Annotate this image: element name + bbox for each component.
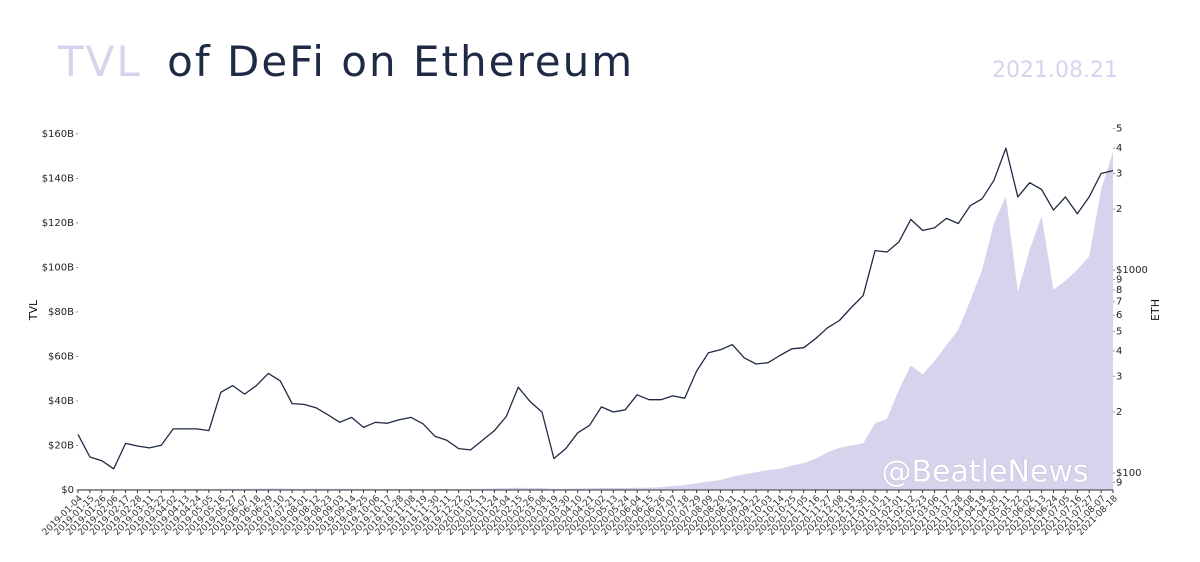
y2-tick-label: 4	[1116, 346, 1122, 357]
title-text: of DeFi on Ethereum	[167, 37, 634, 86]
y2-tick-label: 4	[1116, 143, 1122, 154]
y-tick-label: $20B	[48, 440, 74, 451]
y-tick-label: $80B	[48, 307, 74, 318]
y2-tick-label: 2	[1116, 204, 1122, 215]
y-tick-label: $120B	[42, 218, 74, 229]
eth-line	[77, 147, 1114, 470]
y2-tick-label: 3	[1116, 371, 1122, 382]
plot-area	[77, 147, 1114, 490]
y-tick-label: $0	[61, 485, 74, 496]
y-tick-label: $60B	[48, 351, 74, 362]
watermark: @BeatleNews	[881, 455, 1088, 490]
title-highlight: TVL	[57, 37, 142, 86]
y-tick-label: $140B	[42, 173, 74, 184]
y2-tick-label: 5	[1116, 123, 1122, 134]
y2-tick-label: 9	[1116, 477, 1122, 488]
y2-tick-label: 3	[1116, 168, 1122, 179]
y-tick-label: $40B	[48, 396, 74, 407]
y2-tick-label: 9	[1116, 275, 1122, 286]
tvl-area	[78, 151, 1113, 490]
y2-tick-label: 8	[1116, 285, 1122, 296]
chart-title: TVL of DeFi on Ethereum	[57, 37, 634, 86]
y2-tick-label: 2	[1116, 407, 1122, 418]
y2-tick-label: $100	[1116, 468, 1141, 479]
date: 2021.08.21	[992, 58, 1118, 83]
y-tick-label: $160B	[42, 129, 74, 140]
y2-tick-label: 7	[1116, 297, 1122, 308]
y2-axis-label: ETH	[1149, 299, 1162, 321]
y-tick-label: $100B	[42, 262, 74, 273]
y-axis-label: TVL	[27, 299, 40, 321]
y2-tick-label: 6	[1116, 310, 1122, 321]
y2-tick-label: $1000	[1116, 265, 1148, 276]
y2-tick-label: 5	[1116, 326, 1122, 337]
